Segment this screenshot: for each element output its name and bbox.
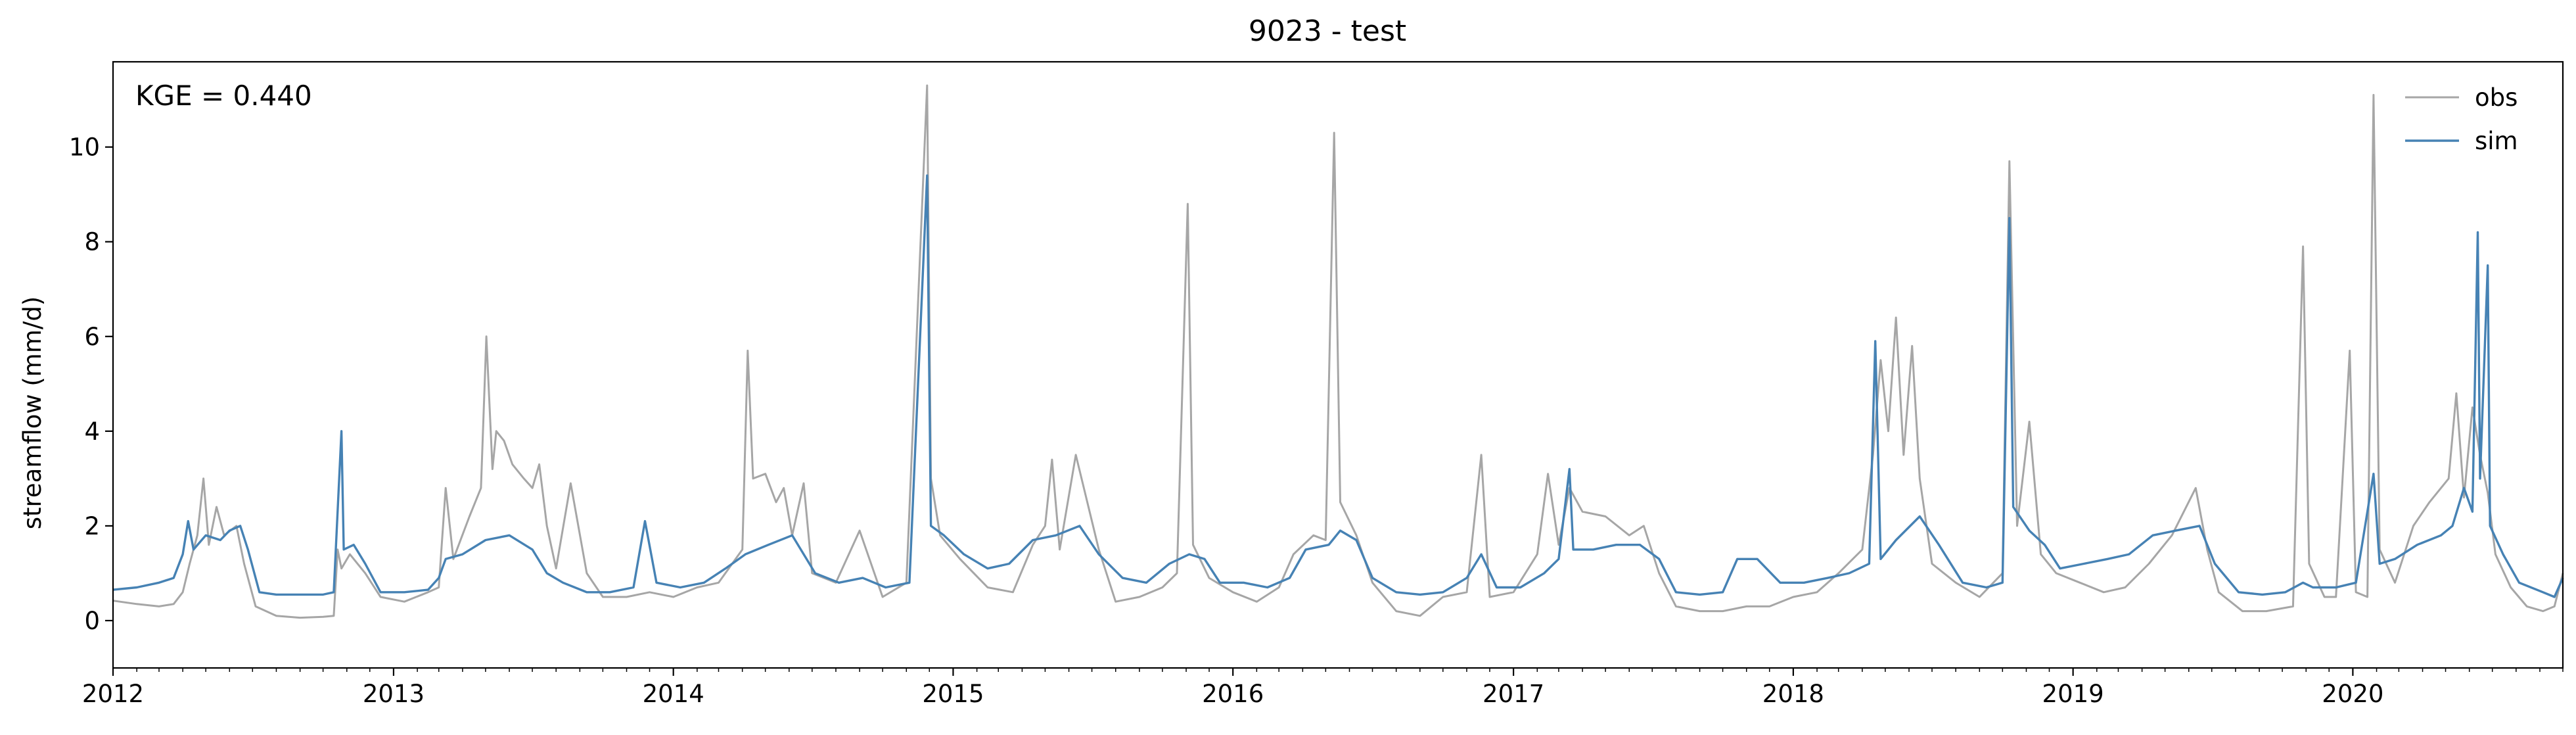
x-tick-label: 2020 xyxy=(2322,680,2383,708)
x-tick-label: 2016 xyxy=(1202,680,1264,708)
series-line-obs xyxy=(112,84,2564,619)
chart-title: 9023 - test xyxy=(1249,14,1406,48)
y-tick-label: 4 xyxy=(84,417,100,446)
legend-label-obs: obs xyxy=(2475,83,2518,112)
y-tick-label: 10 xyxy=(69,133,100,162)
x-tick-label: 2018 xyxy=(1762,680,1824,708)
plot-frame xyxy=(112,60,2564,669)
y-axis: 0 2 4 6 8 10 xyxy=(69,133,113,635)
kge-annotation: KGE = 0.440 xyxy=(135,80,312,112)
x-tick-label: 2013 xyxy=(363,680,425,708)
legend-label-sim: sim xyxy=(2475,127,2518,155)
x-tick-label: 2019 xyxy=(2042,680,2104,708)
x-tick-label: 2012 xyxy=(82,680,144,708)
series-line-sim xyxy=(112,174,2564,598)
x-axis: 2012 2013 2014 2015 2016 2017 2018 2019 2020 xyxy=(82,668,2564,708)
legend: obs sim xyxy=(2405,83,2518,155)
x-tick-label: 2017 xyxy=(1483,680,1544,708)
y-axis-label: streamflow (mm/d) xyxy=(18,296,47,530)
y-tick-label: 0 xyxy=(84,607,100,635)
series-layer xyxy=(112,84,2564,619)
y-tick-label: 6 xyxy=(84,323,100,351)
x-tick-label: 2014 xyxy=(643,680,704,708)
x-tick-label: 2015 xyxy=(922,680,984,708)
y-tick-label: 2 xyxy=(84,512,100,540)
y-tick-label: 8 xyxy=(84,228,100,256)
